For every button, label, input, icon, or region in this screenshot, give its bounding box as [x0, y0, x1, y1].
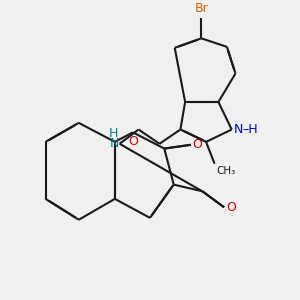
Text: O: O: [193, 138, 202, 151]
Text: Br: Br: [194, 2, 208, 15]
Text: CH₃: CH₃: [217, 166, 236, 176]
Text: N: N: [234, 123, 243, 136]
Text: –H: –H: [242, 123, 258, 136]
Text: O: O: [128, 135, 138, 148]
Text: N: N: [109, 137, 119, 150]
Text: H: H: [108, 127, 118, 140]
Text: O: O: [226, 201, 236, 214]
